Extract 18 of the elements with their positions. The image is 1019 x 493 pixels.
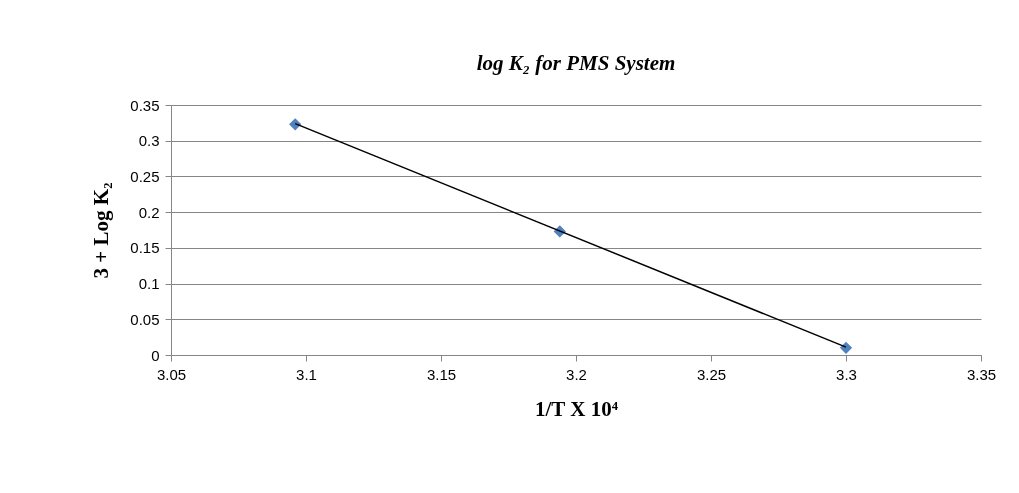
y-tick-label: 0 [151,346,160,364]
x-axis-title: 1/T X 10⁴ [535,396,619,421]
x-tick-label: 3.25 [696,365,727,383]
y-tick-label: 0.2 [138,203,160,221]
y-tick-label: 0.15 [130,239,160,257]
y-tick-label: 0.05 [130,310,160,328]
y-tick-label: 0.3 [138,132,160,150]
y-tick-label: 0.25 [130,167,160,185]
x-tick-label: 3.2 [566,365,587,383]
x-tick-label: 3.15 [426,365,457,383]
chart-title: log K₂ for PMS System [476,51,676,75]
x-tick-label: 3.3 [836,365,857,383]
y-tick-label: 0.35 [130,96,160,114]
x-tick-label: 3.05 [156,365,187,383]
y-axis-title: 3 + Log K₂ [89,182,114,279]
y-tick-label: 0.1 [138,275,160,293]
x-tick-label: 3.1 [296,365,317,383]
x-tick-label: 3.35 [966,365,997,383]
